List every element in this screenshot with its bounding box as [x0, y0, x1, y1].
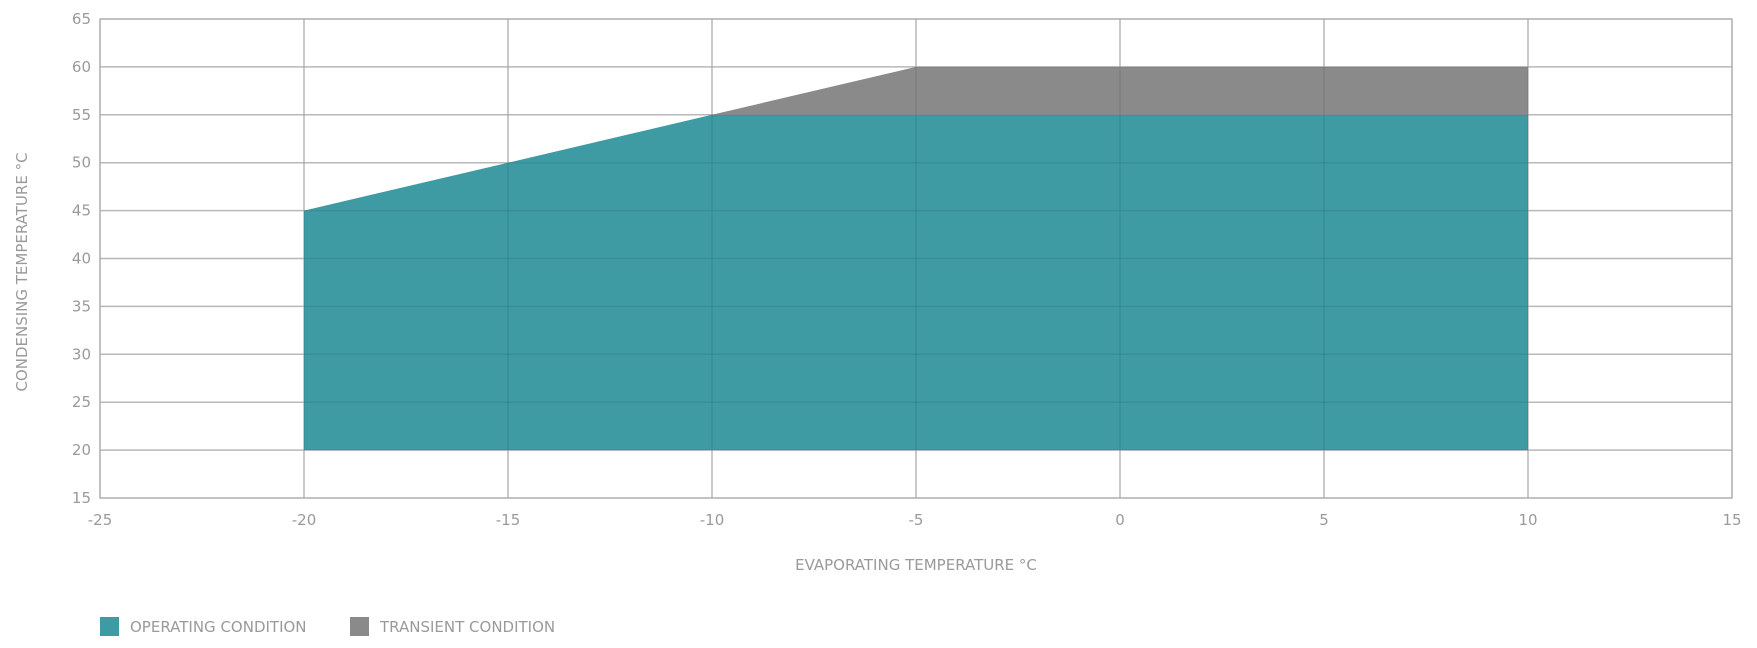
x-tick-label: -20: [292, 511, 317, 529]
y-tick-label: 35: [72, 297, 91, 315]
y-tick-label: 40: [72, 250, 91, 268]
y-tick-label: 50: [72, 154, 91, 172]
y-tick-label: 45: [72, 202, 91, 220]
x-tick-label: 15: [1722, 511, 1741, 529]
legend-swatch-operating: [100, 617, 119, 636]
x-tick-label: -10: [700, 511, 725, 529]
x-tick-label: -5: [909, 511, 924, 529]
legend-item-transient[interactable]: TRANSIENT CONDITION: [350, 617, 555, 636]
legend-label-transient: TRANSIENT CONDITION: [379, 618, 555, 636]
legend-item-operating[interactable]: OPERATING CONDITION: [100, 617, 307, 636]
legend-label-operating: OPERATING CONDITION: [130, 618, 307, 636]
x-tick-label: 10: [1518, 511, 1537, 529]
x-tick-label: -15: [496, 511, 521, 529]
legend: OPERATING CONDITION TRANSIENT CONDITION: [100, 617, 555, 636]
y-axis-title: CONDENSING TEMPERATURE °C: [13, 152, 31, 391]
y-tick-label: 65: [72, 10, 91, 28]
y-tick-label: 15: [72, 489, 91, 507]
x-tick-label: 0: [1115, 511, 1125, 529]
transient-condition-area: [712, 66, 1528, 115]
x-tick-label: 5: [1319, 511, 1329, 529]
tick-labels: -25 -20 -15 -10 -5 0 5 10 15 15 20 25 30 35 40 45 50 55 60…: [72, 10, 1742, 529]
legend-swatch-transient: [350, 617, 369, 636]
x-axis-title: EVAPORATING TEMPERATURE °C: [795, 556, 1037, 574]
y-tick-label: 20: [72, 441, 91, 459]
y-tick-label: 30: [72, 345, 91, 363]
chart-areas: [304, 66, 1528, 451]
y-tick-label: 55: [72, 106, 91, 124]
grid-overlay: [99, 18, 1733, 499]
x-tick-label: -25: [88, 511, 113, 529]
operating-condition-area: [304, 114, 1528, 451]
y-tick-label: 60: [72, 58, 91, 76]
y-tick-label: 25: [72, 393, 91, 411]
